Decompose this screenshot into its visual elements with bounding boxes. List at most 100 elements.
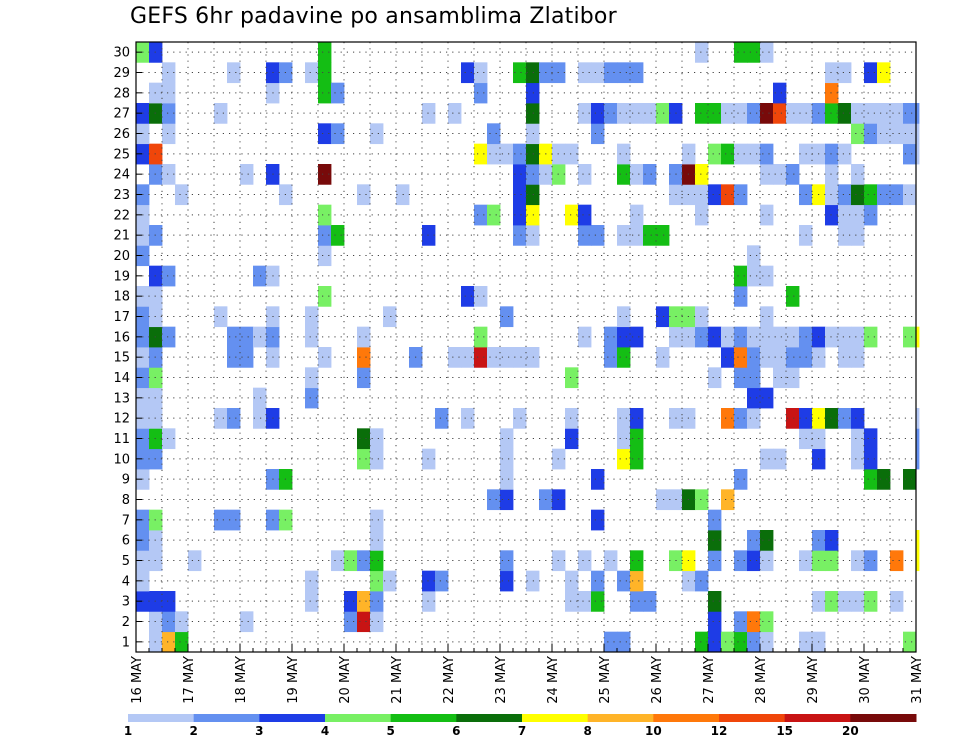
heatmap-cell: [370, 591, 384, 612]
heatmap-cell: [825, 326, 839, 348]
heatmap-cell: [734, 408, 748, 429]
heatmap-cell: [513, 62, 527, 84]
heatmap-cell: [500, 347, 514, 368]
heatmap-cell: [734, 143, 748, 165]
heatmap-cell: [708, 509, 722, 531]
heatmap-cell: [162, 611, 176, 633]
heatmap-cell: [916, 123, 920, 145]
heatmap-cell: [617, 103, 631, 124]
heatmap-cell: [513, 184, 527, 206]
heatmap-cell: [617, 306, 631, 328]
heatmap-cell: [786, 286, 800, 307]
heatmap-cell: [734, 184, 748, 206]
heatmap-cell: [370, 570, 384, 592]
y-axis: 1234567891011121314151617181920212223242…: [113, 46, 142, 650]
y-tick-label: 27: [113, 107, 130, 122]
heatmap-cell: [565, 570, 579, 592]
heatmap-cell: [422, 225, 436, 246]
heatmap-cell: [513, 408, 527, 429]
x-tick-label: 18 MAY: [234, 656, 249, 704]
heatmap-cell: [747, 530, 761, 551]
heatmap-cell: [864, 204, 878, 226]
heatmap-cell: [461, 347, 475, 368]
y-tick-label: 2: [122, 615, 130, 630]
heatmap-cell: [162, 103, 176, 124]
heatmap-cell: [760, 326, 774, 348]
y-tick-label: 20: [113, 249, 130, 264]
y-tick-label: 28: [113, 86, 130, 101]
heatmap-cell: [357, 367, 371, 389]
heatmap-cell: [370, 123, 384, 145]
heatmap-cell: [747, 408, 761, 429]
y-tick-label: 5: [122, 554, 130, 569]
heatmap-cell: [695, 489, 709, 511]
heatmap-cell: [825, 204, 839, 226]
heatmap-cell: [617, 225, 631, 246]
heatmap-cell: [578, 204, 592, 226]
x-tick-label: 29 MAY: [806, 656, 821, 704]
heatmap-cell: [747, 326, 761, 348]
heatmap-cell: [877, 469, 891, 490]
heatmap-cell: [734, 631, 748, 653]
heatmap-cell: [500, 489, 514, 511]
heatmap-cell: [838, 225, 852, 246]
heatmap-cell: [513, 143, 527, 165]
heatmap-cell: [721, 347, 735, 368]
y-tick-label: 9: [122, 473, 130, 488]
heatmap-cell: [760, 611, 774, 633]
heatmap-cell: [708, 184, 722, 206]
x-tick-label: 19 MAY: [286, 656, 301, 704]
heatmap-cell: [760, 143, 774, 165]
heatmap-cell: [851, 184, 865, 206]
heatmap-cell: [630, 570, 644, 592]
heatmap-cell: [721, 408, 735, 429]
heatmap-cell: [838, 326, 852, 348]
heatmap-cell: [734, 367, 748, 389]
heatmap-cell: [357, 448, 371, 470]
heatmap-cell: [331, 550, 345, 572]
heatmap-cell: [370, 509, 384, 531]
heatmap-cell: [760, 530, 774, 551]
heatmap-cell: [344, 550, 358, 572]
heatmap-cell: [578, 164, 592, 185]
colorbar-label: 4: [321, 724, 329, 738]
heatmap-cell: [838, 143, 852, 165]
heatmap-cell: [500, 306, 514, 328]
heatmap-cell: [240, 347, 254, 368]
heatmap-cell: [890, 184, 904, 206]
colorbar-label: 7: [518, 724, 526, 738]
y-tick-label: 3: [122, 595, 130, 610]
colorbar-segment: [850, 714, 917, 722]
heatmap-cell: [760, 103, 774, 124]
heatmap-cell: [526, 164, 540, 185]
heatmap-cell: [162, 591, 176, 612]
heatmap-cell: [383, 306, 397, 328]
heatmap-cell: [253, 265, 267, 287]
heatmap-cell: [565, 204, 579, 226]
heatmap-cell: [695, 570, 709, 592]
colorbar: 1 2 3 4 5 6 7 8 10 12 15 20: [124, 714, 917, 738]
y-tick-label: 29: [113, 66, 130, 81]
heatmap-cell: [630, 326, 644, 348]
heatmap-cell: [838, 347, 852, 368]
heatmap-cell: [760, 265, 774, 287]
heatmap-cell: [617, 428, 631, 450]
heatmap-cell: [786, 367, 800, 389]
heatmap-cell: [643, 164, 657, 185]
chart-title: GEFS 6hr padavine po ansamblima Zlatibor: [130, 4, 617, 29]
heatmap-cell: [448, 347, 462, 368]
heatmap-cell: [474, 62, 488, 84]
heatmap-cell: [591, 103, 605, 124]
heatmap-cell: [305, 62, 319, 84]
heatmap-cell: [370, 611, 384, 633]
heatmap-cell: [747, 611, 761, 633]
y-tick-label: 21: [113, 229, 130, 244]
heatmap-cell: [630, 428, 644, 450]
heatmap-cell: [656, 306, 670, 328]
y-tick-label: 15: [113, 351, 130, 366]
heatmap-cell: [175, 611, 189, 633]
x-tick-label: 27 MAY: [702, 656, 717, 704]
heatmap-cell: [708, 591, 722, 612]
heatmap-cell: [617, 62, 631, 84]
y-tick-label: 10: [113, 452, 130, 467]
